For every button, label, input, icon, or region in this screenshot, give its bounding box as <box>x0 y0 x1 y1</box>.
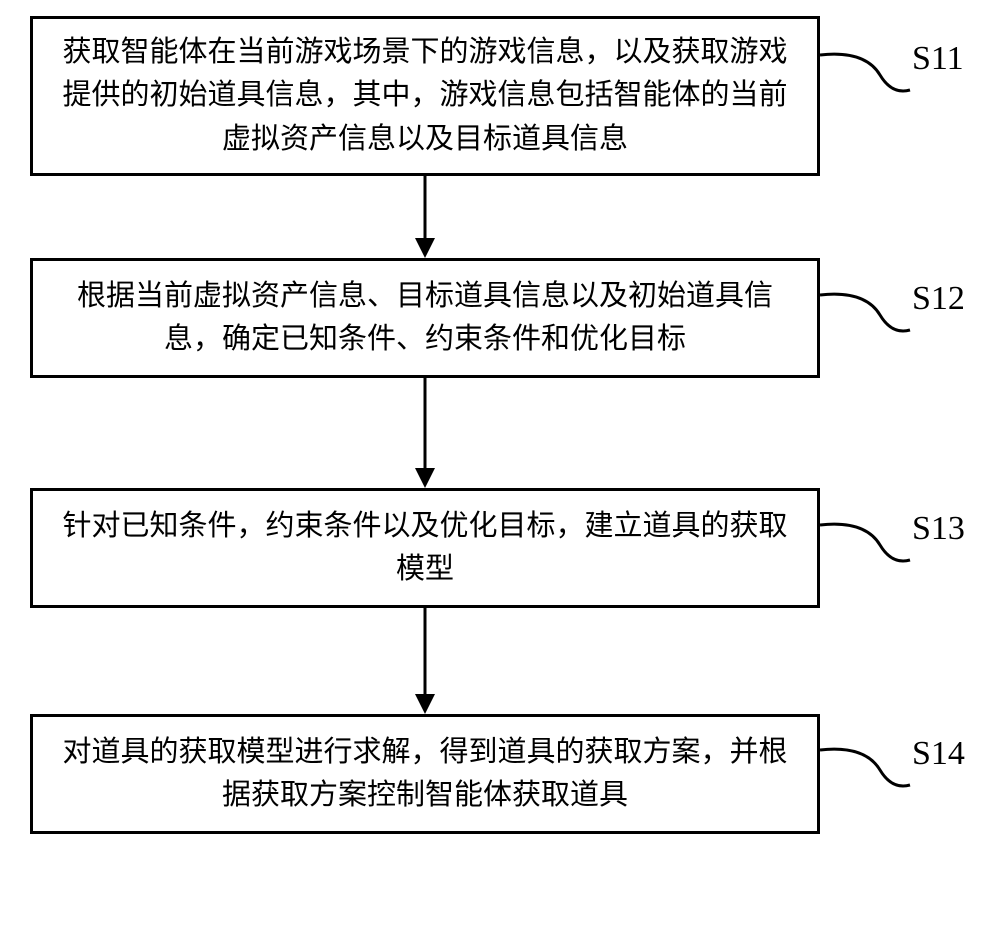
connector-s14 <box>820 740 915 815</box>
connector-s13 <box>820 515 915 590</box>
flowchart-container: 获取智能体在当前游戏场景下的游戏信息，以及获取游戏提供的初始道具信息，其中，游戏… <box>0 0 1000 928</box>
step-label-s11: S11 <box>912 40 964 78</box>
connector-s12 <box>820 285 915 360</box>
arrow-s11-s12 <box>410 176 440 258</box>
step-box-s14: 对道具的获取模型进行求解，得到道具的获取方案，并根据获取方案控制智能体获取道具 <box>30 714 820 834</box>
connector-s11 <box>820 45 915 120</box>
step-box-s13: 针对已知条件，约束条件以及优化目标，建立道具的获取模型 <box>30 488 820 608</box>
step-text-s11: 获取智能体在当前游戏场景下的游戏信息，以及获取游戏提供的初始道具信息，其中，游戏… <box>57 31 793 162</box>
arrow-s12-s13 <box>410 378 440 488</box>
arrow-s13-s14 <box>410 608 440 714</box>
step-box-s11: 获取智能体在当前游戏场景下的游戏信息，以及获取游戏提供的初始道具信息，其中，游戏… <box>30 16 820 176</box>
step-label-s14: S14 <box>912 735 965 773</box>
step-label-s12: S12 <box>912 280 965 318</box>
step-text-s14: 对道具的获取模型进行求解，得到道具的获取方案，并根据获取方案控制智能体获取道具 <box>57 731 793 818</box>
step-label-s13: S13 <box>912 510 965 548</box>
step-text-s13: 针对已知条件，约束条件以及优化目标，建立道具的获取模型 <box>57 505 793 592</box>
step-text-s12: 根据当前虚拟资产信息、目标道具信息以及初始道具信息，确定已知条件、约束条件和优化… <box>57 275 793 362</box>
step-box-s12: 根据当前虚拟资产信息、目标道具信息以及初始道具信息，确定已知条件、约束条件和优化… <box>30 258 820 378</box>
